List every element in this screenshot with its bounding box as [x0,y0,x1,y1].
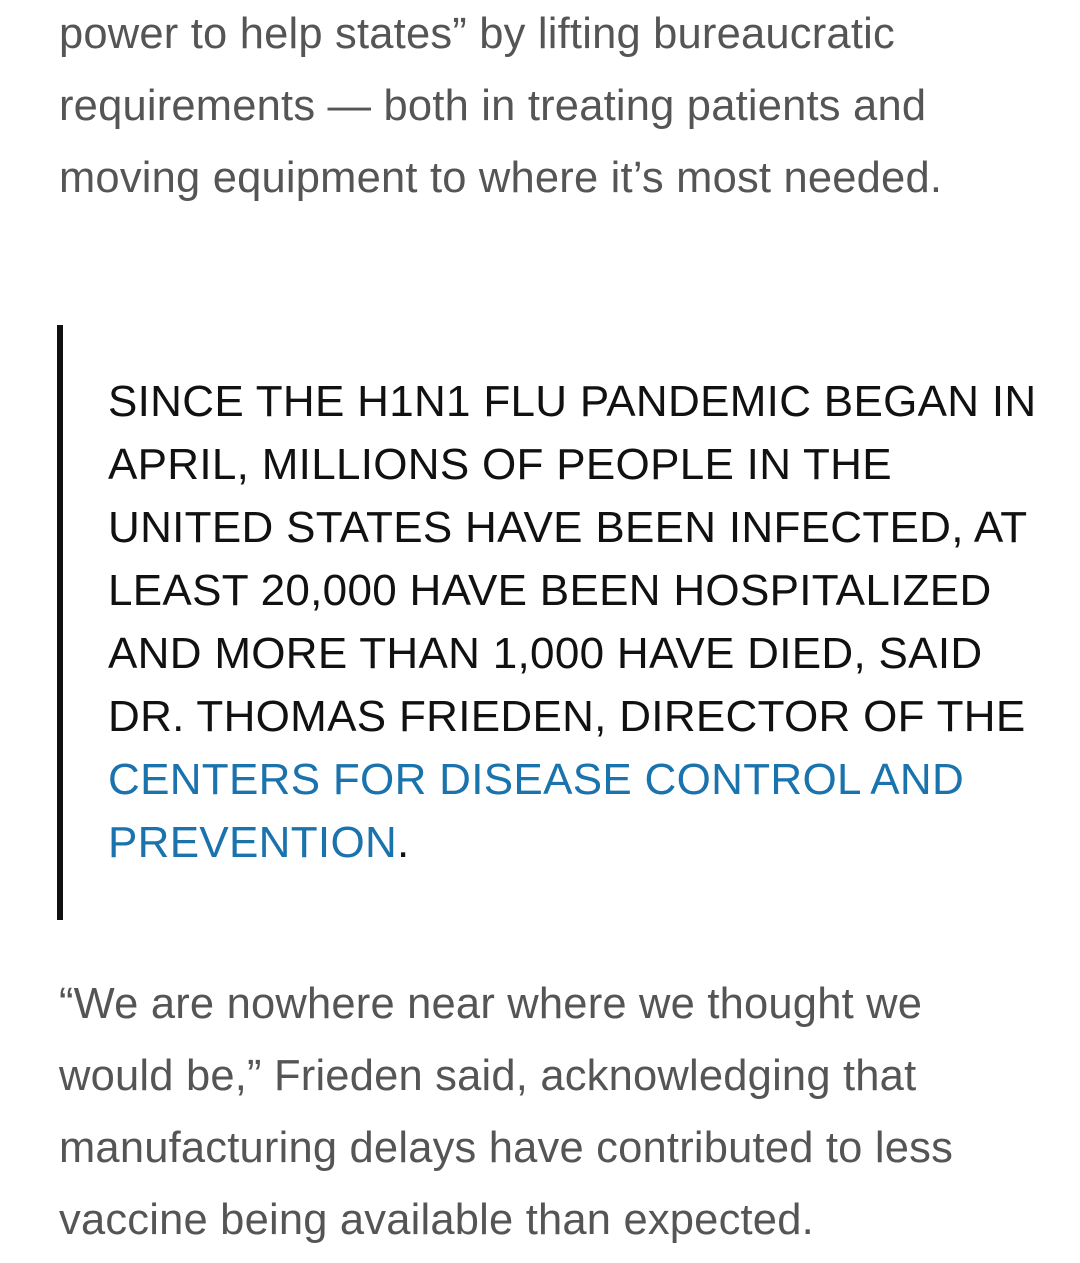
pull-quote-text-after-link: . [397,818,410,867]
pull-quote: Since the H1N1 flu pandemic began in Apr… [57,325,1062,920]
article-paragraph-bottom: “We are nowhere near where we thought we… [59,980,954,1244]
pull-quote-text: Since the H1N1 flu pandemic began in Apr… [108,370,1063,874]
cdc-link[interactable]: Centers for Disease Control and Preventi… [108,755,965,867]
pull-quote-text-before-link: Since the H1N1 flu pandemic began in Apr… [108,377,1037,741]
article-paragraph-top: power to help states” by lifting bureauc… [59,10,943,202]
